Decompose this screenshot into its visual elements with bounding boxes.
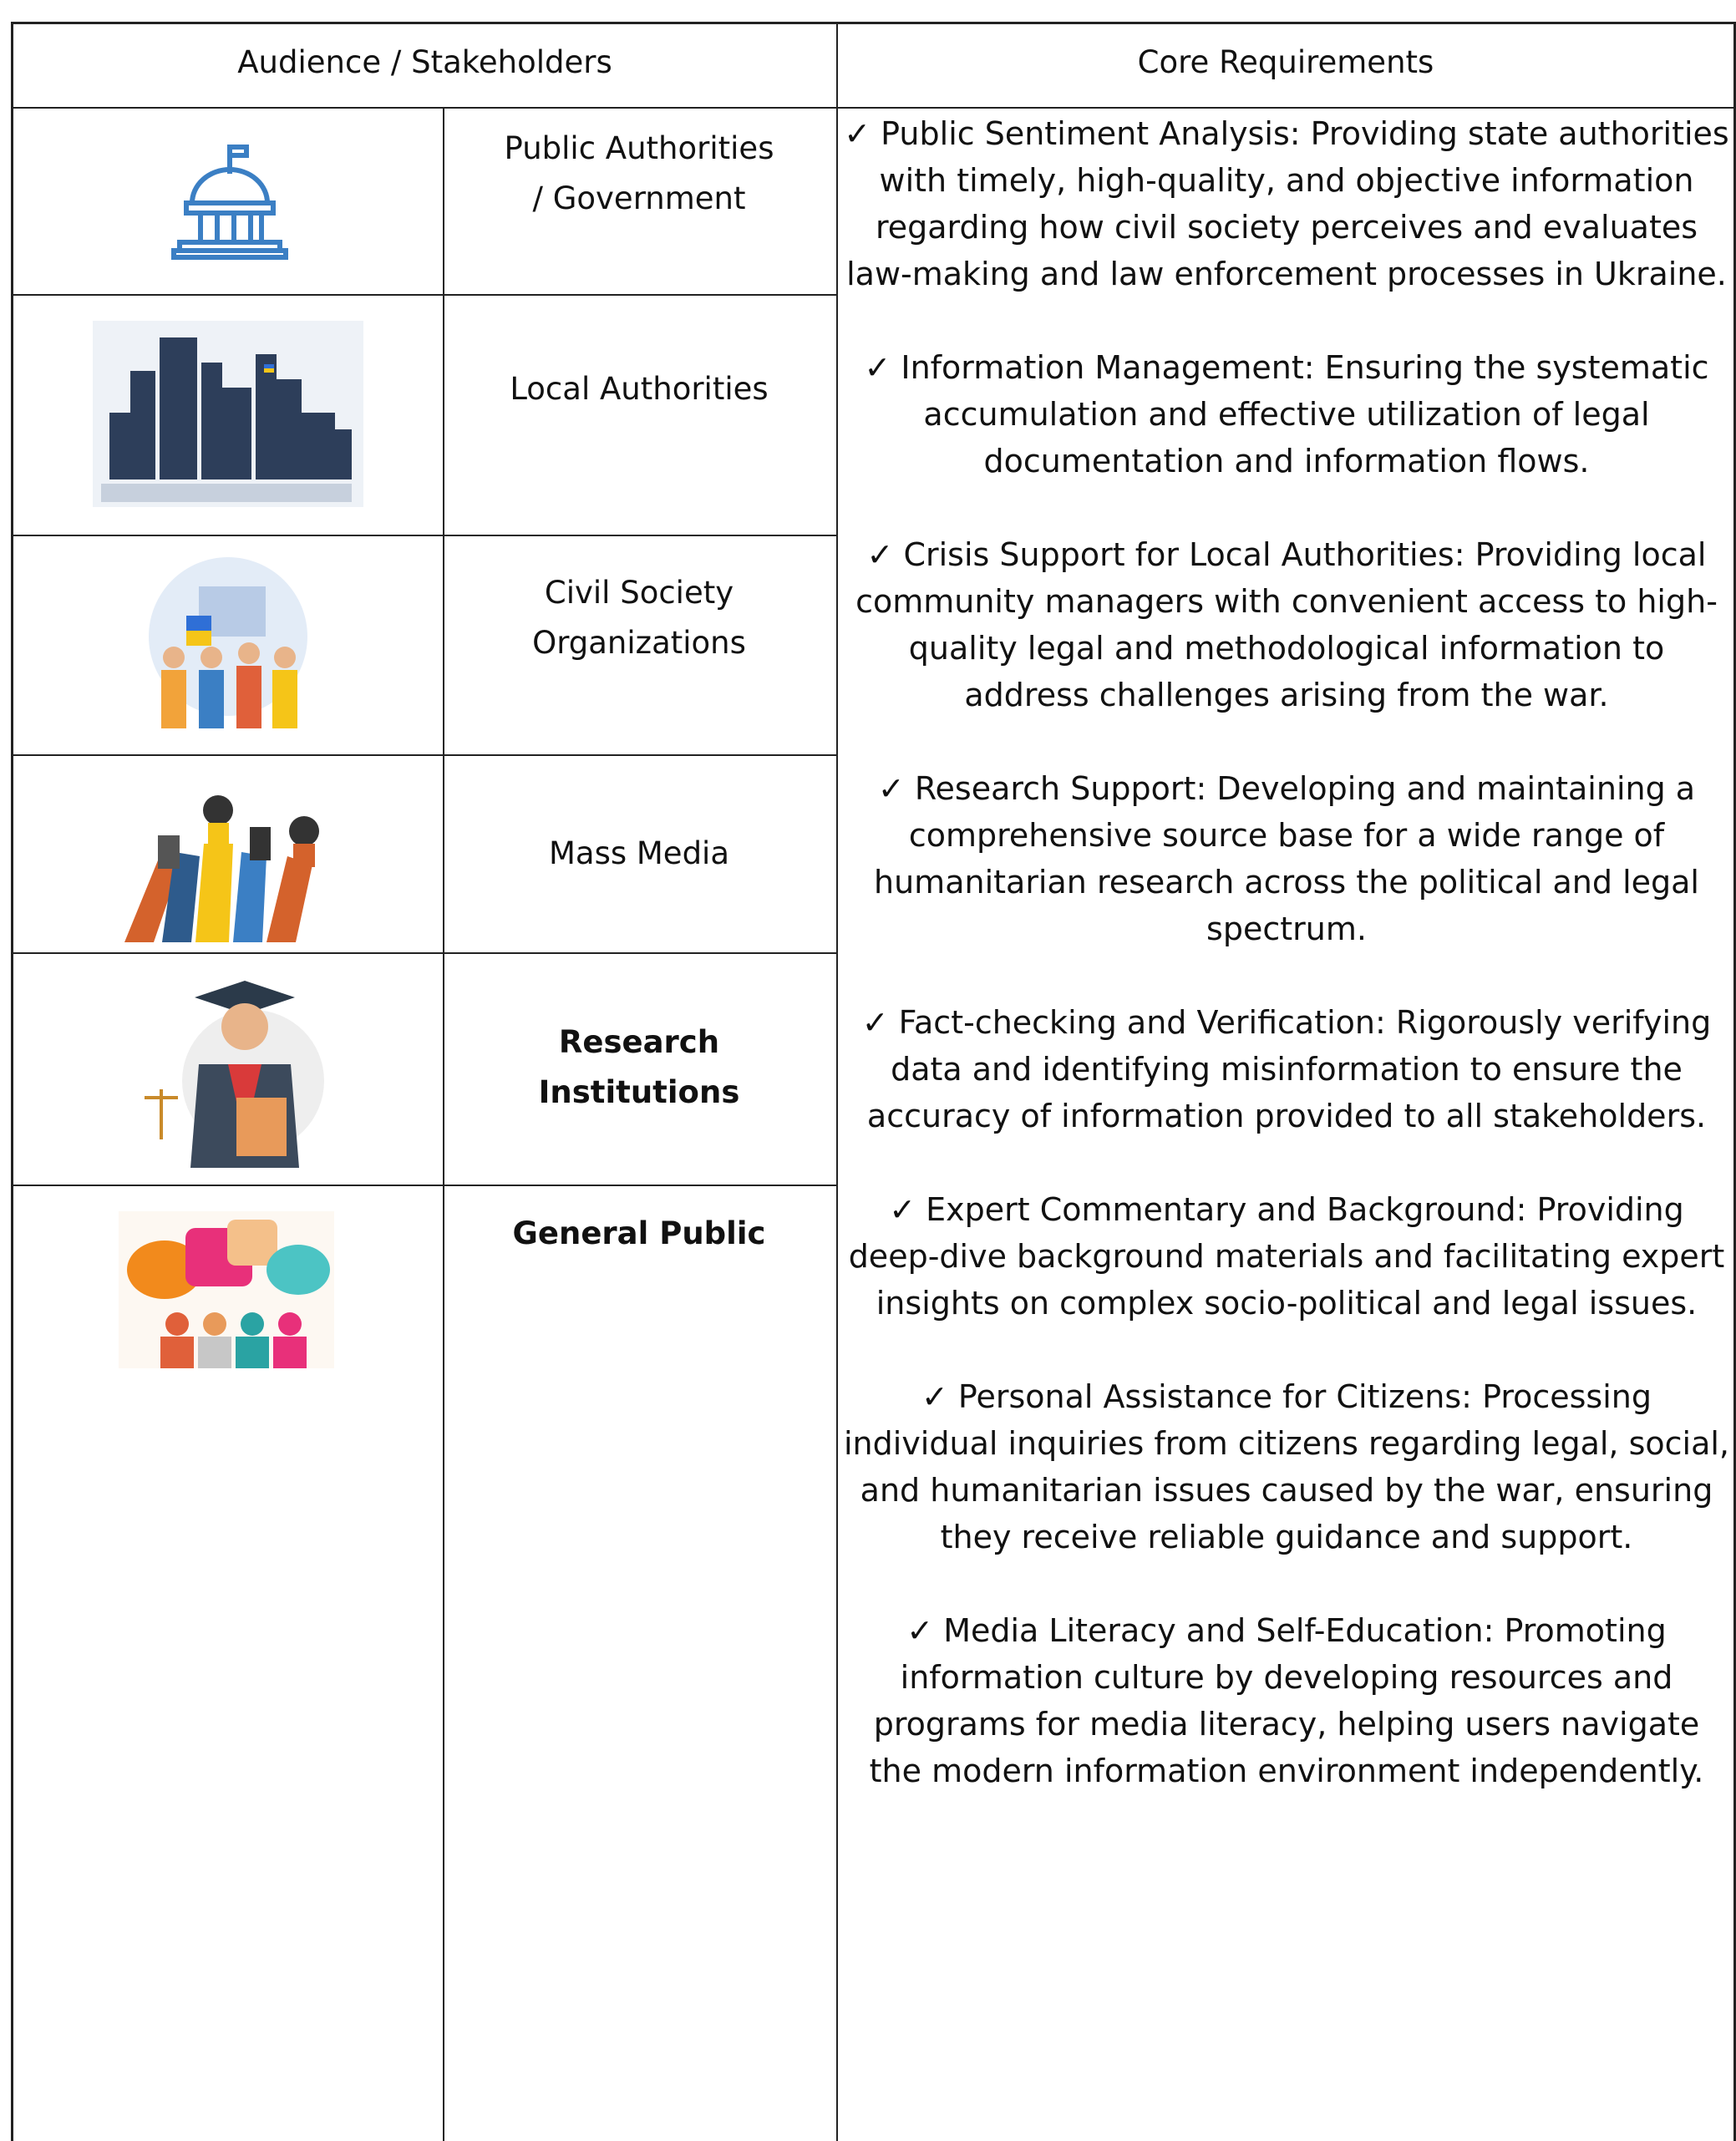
border xyxy=(11,535,837,536)
border xyxy=(11,22,13,2141)
requirement: ✓ Public Sentiment Analysis: Providing s… xyxy=(844,115,1729,292)
border xyxy=(11,107,1736,109)
stakeholder-label: Public Authorities / Government xyxy=(504,130,774,216)
requirement: ✓ Expert Commentary and Background: Prov… xyxy=(848,1191,1725,1322)
header-cell: Core Requirements xyxy=(1137,44,1434,80)
requirements-list: ✓ Public Sentiment Analysis: Providing s… xyxy=(844,110,1729,1794)
requirement: ✓ Fact-checking and Verification: Rigoro… xyxy=(861,1004,1712,1134)
city-icon xyxy=(93,321,363,507)
requirement: ✓ Information Management: Ensuring the s… xyxy=(864,349,1709,479)
border xyxy=(11,1185,837,1186)
border xyxy=(11,952,837,954)
requirement: ✓ Personal Assistance for Citizens: Proc… xyxy=(844,1378,1730,1555)
civil-society-icon xyxy=(149,557,307,728)
general-public-icon xyxy=(119,1211,334,1368)
requirement: ✓ Research Support: Developing and maint… xyxy=(874,770,1699,947)
border xyxy=(1733,22,1736,2141)
border xyxy=(11,22,1736,24)
mass-media-icon xyxy=(124,795,319,942)
government-icon xyxy=(171,145,288,260)
requirement: ✓ Media Literacy and Self-Education: Pro… xyxy=(869,1612,1704,1789)
research-icon xyxy=(145,981,324,1168)
header-cell: Audience / Stakeholders xyxy=(237,44,612,80)
border xyxy=(11,754,837,756)
stakeholder-label: Civil Society Organizations xyxy=(532,575,746,661)
border xyxy=(836,22,838,2141)
stakeholder-label: Mass Media xyxy=(548,835,730,871)
stakeholder-label: Research Institutions xyxy=(538,1024,740,1110)
border xyxy=(443,108,444,2141)
border xyxy=(11,294,837,296)
requirement: ✓ Crisis Support for Local Authorities: … xyxy=(855,536,1718,713)
stakeholder-label: General Public xyxy=(512,1215,766,1251)
stakeholder-label: Local Authorities xyxy=(510,371,769,407)
